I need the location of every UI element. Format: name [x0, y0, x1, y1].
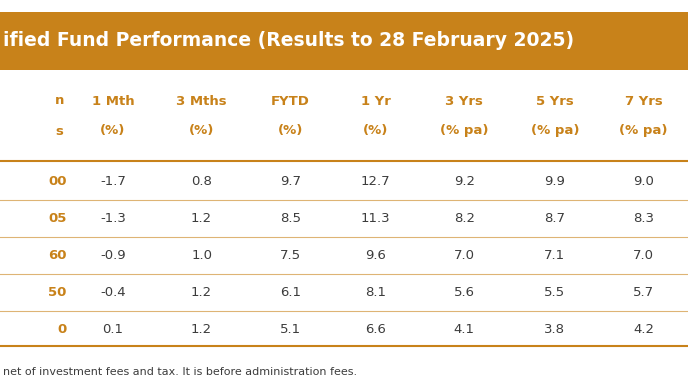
Text: -0.4: -0.4: [100, 286, 126, 299]
Text: -1.7: -1.7: [100, 175, 126, 188]
Text: ified Fund Performance (Results to 28 February 2025): ified Fund Performance (Results to 28 Fe…: [3, 31, 574, 50]
Text: 0: 0: [58, 323, 67, 336]
Text: -0.9: -0.9: [100, 249, 126, 262]
Text: (%): (%): [189, 124, 214, 137]
Text: 11.3: 11.3: [361, 212, 390, 225]
Text: 3 Yrs: 3 Yrs: [445, 95, 483, 108]
Text: 3 Mths: 3 Mths: [176, 95, 227, 108]
Text: (% pa): (% pa): [530, 124, 579, 137]
Text: 5.5: 5.5: [544, 286, 566, 299]
Text: 7 Yrs: 7 Yrs: [625, 95, 663, 108]
Text: (%): (%): [363, 124, 388, 137]
Text: 00: 00: [48, 175, 67, 188]
Text: 8.2: 8.2: [453, 212, 475, 225]
Text: 6.6: 6.6: [365, 323, 386, 336]
Text: 12.7: 12.7: [361, 175, 390, 188]
Text: 9.9: 9.9: [544, 175, 566, 188]
Text: (% pa): (% pa): [440, 124, 488, 137]
Text: 9.2: 9.2: [453, 175, 475, 188]
Text: 7.5: 7.5: [280, 249, 301, 262]
Text: 6.1: 6.1: [280, 286, 301, 299]
Text: 9.7: 9.7: [280, 175, 301, 188]
Text: 1.2: 1.2: [191, 286, 212, 299]
Text: 1 Yr: 1 Yr: [361, 95, 390, 108]
Text: 4.2: 4.2: [633, 323, 654, 336]
Text: 60: 60: [48, 249, 67, 262]
Text: 50: 50: [48, 286, 67, 299]
Text: 5 Yrs: 5 Yrs: [536, 95, 574, 108]
Text: 05: 05: [48, 212, 67, 225]
Text: net of investment fees and tax. It is before administration fees.: net of investment fees and tax. It is be…: [3, 366, 358, 377]
Text: s: s: [56, 125, 64, 138]
Text: 7.1: 7.1: [544, 249, 566, 262]
Text: FYTD: FYTD: [271, 95, 310, 108]
Text: 0.8: 0.8: [191, 175, 212, 188]
Text: 1.2: 1.2: [191, 212, 212, 225]
Text: 7.0: 7.0: [633, 249, 654, 262]
Text: 8.1: 8.1: [365, 286, 386, 299]
Text: 9.6: 9.6: [365, 249, 386, 262]
Text: (%): (%): [100, 124, 125, 137]
Text: 1 Mth: 1 Mth: [92, 95, 134, 108]
Text: 5.1: 5.1: [280, 323, 301, 336]
Text: 4.1: 4.1: [453, 323, 475, 336]
Text: (%): (%): [278, 124, 303, 137]
Text: 5.6: 5.6: [453, 286, 475, 299]
Text: 0.1: 0.1: [103, 323, 123, 336]
Text: 9.0: 9.0: [633, 175, 654, 188]
FancyBboxPatch shape: [0, 12, 688, 70]
Text: 3.8: 3.8: [544, 323, 566, 336]
Text: 8.5: 8.5: [280, 212, 301, 225]
Text: -1.3: -1.3: [100, 212, 126, 225]
Text: 8.7: 8.7: [544, 212, 566, 225]
Text: n: n: [55, 94, 65, 107]
Text: 1.0: 1.0: [191, 249, 212, 262]
Text: 7.0: 7.0: [453, 249, 475, 262]
Text: 8.3: 8.3: [633, 212, 654, 225]
Text: (% pa): (% pa): [619, 124, 668, 137]
Text: 1.2: 1.2: [191, 323, 212, 336]
Text: 5.7: 5.7: [633, 286, 654, 299]
